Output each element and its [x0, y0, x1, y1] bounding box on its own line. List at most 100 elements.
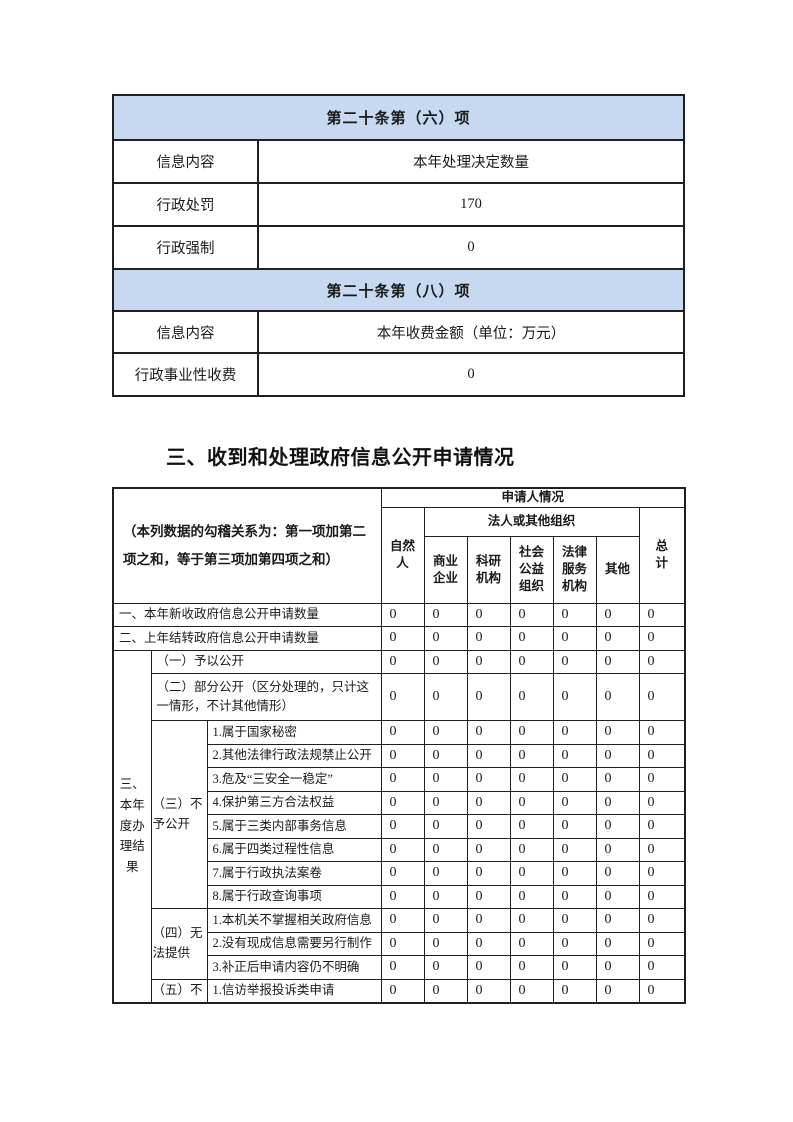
value-cell: 0 — [380, 884, 425, 909]
value-cell: 0 — [466, 649, 511, 674]
group-label: （五）不 — [150, 978, 208, 1003]
row-label: 1.属于国家秘密 — [206, 720, 382, 745]
value-cell: 0 — [380, 814, 425, 839]
value-cell: 0 — [638, 931, 686, 956]
row-label: 行政处罚 — [112, 182, 259, 227]
value-cell: 0 — [638, 602, 686, 627]
value-cell: 0 — [552, 602, 597, 627]
value-cell: 0 — [380, 790, 425, 815]
value-cell: 0 — [423, 626, 468, 651]
value-cell: 0 — [638, 884, 686, 909]
value-cell: 0 — [638, 743, 686, 768]
value-cell: 0 — [638, 626, 686, 651]
row-label: 1.信访举报投诉类申请 — [206, 978, 382, 1003]
total-header: 总计 — [638, 506, 686, 604]
value-cell: 0 — [466, 908, 511, 933]
value-cell: 0 — [552, 790, 597, 815]
value-cell: 0 — [638, 955, 686, 980]
table-row: 行政强制 0 — [112, 225, 686, 270]
value-cell: 0 — [638, 720, 686, 745]
section-header-item8: 第二十条第（八）项 — [111, 268, 686, 312]
row-label: 3.补正后申请内容仍不明确 — [206, 955, 382, 980]
value-cell: 0 — [638, 790, 686, 815]
value-cell: 0 — [552, 720, 597, 745]
value-cell: 0 — [509, 649, 554, 674]
value-cell: 0 — [380, 767, 425, 792]
row-label: 7.属于行政执法案卷 — [206, 861, 382, 886]
header-row-3: 商业企业 科研机构 社会公益组织 法律服务机构 其他 — [113, 535, 685, 604]
value-cell: 0 — [595, 790, 640, 815]
value-cell: 0 — [595, 673, 640, 721]
value-cell: 0 — [423, 955, 468, 980]
value-cell: 0 — [423, 837, 468, 862]
value-cell: 0 — [509, 861, 554, 886]
value-cell: 0 — [423, 743, 468, 768]
value-cell: 0 — [638, 978, 686, 1003]
table-row: 信息内容 本年收费金额（单位：万元） — [112, 310, 686, 354]
value-cell: 0 — [638, 837, 686, 862]
value-cell: 0 — [466, 790, 511, 815]
header-row-2: 自然人 法人或其他组织 总计 — [113, 506, 686, 604]
row-label: 1.本机关不掌握相关政府信息 — [206, 908, 382, 933]
value-cell: 0 — [552, 908, 597, 933]
table-row: 4.保护第三方合法权益 0 0 0 0 0 0 0 — [113, 790, 686, 815]
group-label: （四）无法提供 — [150, 908, 208, 980]
natural-person-header: 自然人 — [380, 506, 425, 604]
value-cell: 0 — [466, 861, 511, 886]
row-value: 170 — [256, 182, 686, 227]
article20-items-table: 第二十条第（六）项 信息内容 本年处理决定数量 行政处罚 170 行政强制 0 … — [111, 94, 686, 397]
value-cell: 0 — [638, 767, 686, 792]
value-cell: 0 — [595, 955, 640, 980]
value-cell: 0 — [466, 837, 511, 862]
section-header-item6: 第二十条第（六）项 — [111, 94, 686, 141]
value-cell: 0 — [595, 626, 640, 651]
table-section-header-row: 第二十条第（六）项 — [111, 94, 686, 141]
value-cell: 0 — [552, 837, 597, 862]
row-label: 2.其他法律行政法规禁止公开 — [206, 743, 382, 768]
value-cell: 0 — [423, 884, 468, 909]
legal-org-header: 法人或其他组织 — [423, 506, 640, 537]
value-cell: 0 — [423, 978, 468, 1003]
table-row: 7.属于行政执法案卷 0 0 0 0 0 0 0 — [113, 861, 686, 886]
org-type-header: 科研机构 — [466, 535, 511, 604]
applicant-situation-header: 申请人情况 — [380, 487, 686, 508]
value-cell: 0 — [552, 978, 597, 1003]
value-cell: 0 — [552, 861, 597, 886]
value-cell: 0 — [509, 931, 554, 956]
value-cell: 0 — [380, 931, 425, 956]
value-cell: 0 — [509, 978, 554, 1003]
group-label: （三）不予公开 — [150, 720, 208, 909]
value-cell: 0 — [595, 814, 640, 839]
row-label: 2.没有现成信息需要另行制作 — [206, 931, 382, 956]
value-cell: 0 — [595, 602, 640, 627]
value-cell: 0 — [423, 814, 468, 839]
table-row: 一、本年新收政府信息公开申请数量 0 0 0 0 0 0 0 — [112, 602, 686, 627]
value-cell: 0 — [552, 955, 597, 980]
value-cell: 0 — [380, 743, 425, 768]
table-row: 行政处罚 170 — [112, 182, 686, 227]
value-cell: 0 — [466, 743, 511, 768]
value-cell: 0 — [423, 649, 468, 674]
table-row: （三）不予公开 1.属于国家秘密 0 0 0 0 0 0 0 — [113, 720, 686, 909]
table-row: 三、本年度办理结果 （一）予以公开 0 0 0 0 0 0 0 — [112, 649, 686, 1003]
value-cell: 0 — [552, 743, 597, 768]
table-row: 5.属于三类内部事务信息 0 0 0 0 0 0 0 — [113, 814, 686, 839]
org-type-header: 社会公益组织 — [509, 535, 554, 604]
value-cell: 0 — [380, 978, 425, 1003]
value-cell: 0 — [380, 861, 425, 886]
value-cell: 0 — [595, 837, 640, 862]
value-cell: 0 — [638, 814, 686, 839]
value-cell: 0 — [423, 673, 468, 721]
row-label: 二、上年结转政府信息公开申请数量 — [112, 626, 382, 651]
value-cell: 0 — [509, 814, 554, 839]
value-cell: 0 — [466, 626, 511, 651]
value-cell: 0 — [595, 884, 640, 909]
value-cell: 0 — [552, 884, 597, 909]
value-cell: 0 — [595, 743, 640, 768]
table-row: 8.属于行政查询事项 0 0 0 0 0 0 0 — [113, 884, 686, 909]
value-cell: 0 — [595, 861, 640, 886]
value-cell: 0 — [423, 602, 468, 627]
value-cell: 0 — [595, 767, 640, 792]
value-cell: 0 — [595, 908, 640, 933]
org-type-header: 法律服务机构 — [552, 535, 597, 604]
